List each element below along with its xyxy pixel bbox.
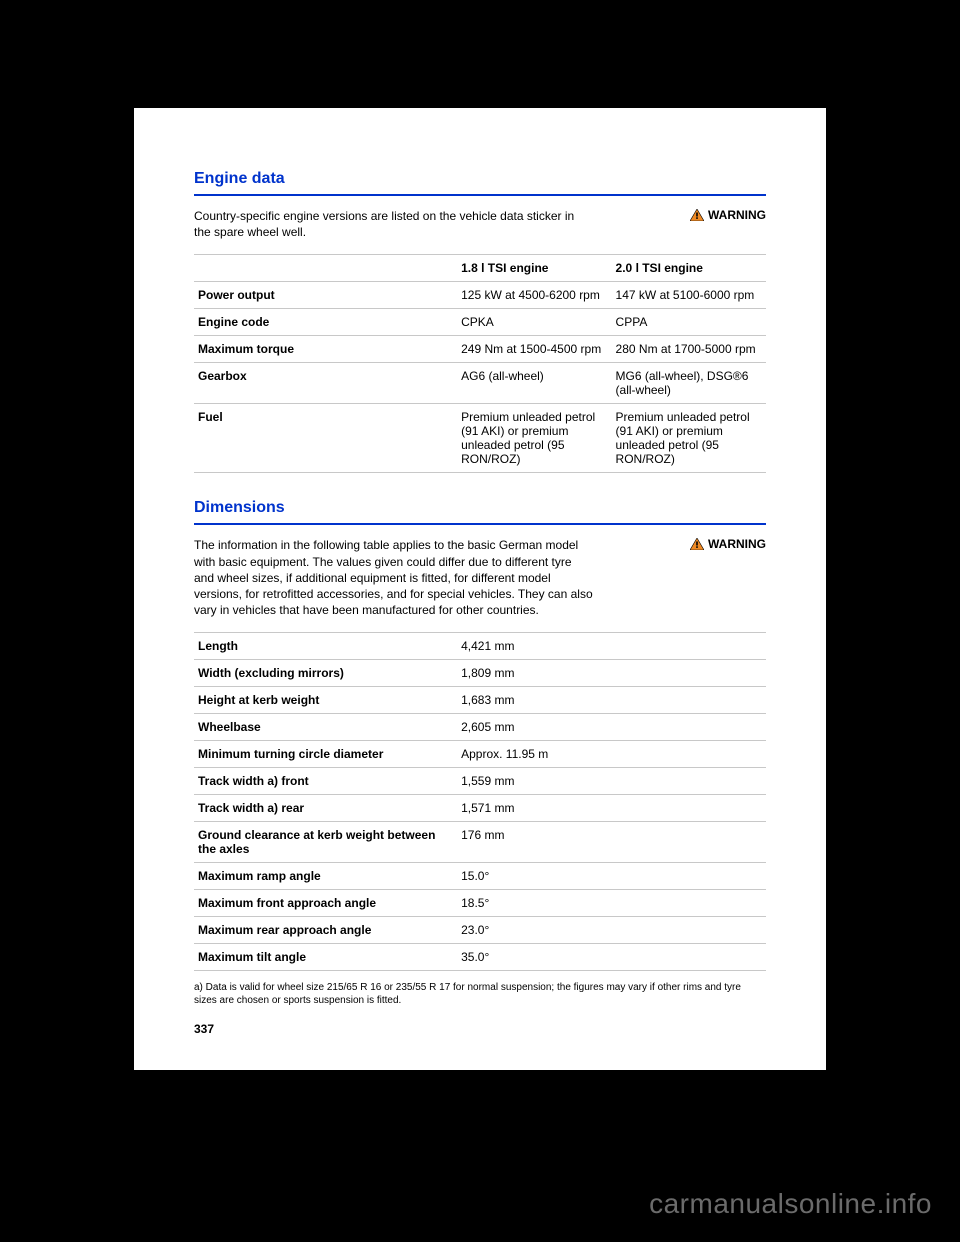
table-cell: Track width a) rear: [194, 795, 457, 822]
dimensions-table: Length4,421 mm Width (excluding mirrors)…: [194, 632, 766, 971]
section-intro-row: Country-specific engine versions are lis…: [194, 208, 766, 240]
table-cell: 15.0°: [457, 863, 766, 890]
table-cell: 1,809 mm: [457, 660, 766, 687]
table-cell: 176 mm: [457, 822, 766, 863]
table-cell: Fuel: [194, 404, 457, 473]
table-cell: Approx. 11.95 m: [457, 741, 766, 768]
table-row: Maximum ramp angle15.0°: [194, 863, 766, 890]
section-intro-text: Country-specific engine versions are lis…: [194, 208, 594, 240]
table-cell: Engine code: [194, 309, 457, 336]
warning-icon: [690, 209, 704, 221]
engine-data-table: 1.8 l TSI engine 2.0 l TSI engine Power …: [194, 254, 766, 473]
table-cell: [194, 255, 457, 282]
table-cell: Track width a) front: [194, 768, 457, 795]
table-header-row: 1.8 l TSI engine 2.0 l TSI engine: [194, 255, 766, 282]
table-cell: 280 Nm at 1700-5000 rpm: [612, 336, 766, 363]
table-cell: 1,559 mm: [457, 768, 766, 795]
warning-label: WARNING: [708, 208, 766, 222]
table-row: Wheelbase2,605 mm: [194, 714, 766, 741]
section-intro-row: The information in the following table a…: [194, 537, 766, 618]
section-engine-data: Engine data Country-specific engine vers…: [194, 170, 766, 473]
warning-badge: WARNING: [690, 208, 766, 222]
table-cell: Maximum front approach angle: [194, 890, 457, 917]
table-cell: Wheelbase: [194, 714, 457, 741]
page-content: Engine data Country-specific engine vers…: [194, 170, 766, 1033]
table-row: Fuel Premium unleaded petrol (91 AKI) or…: [194, 404, 766, 473]
section-heading: Engine data: [194, 170, 766, 196]
table-cell: 4,421 mm: [457, 633, 766, 660]
table-row: Maximum rear approach angle23.0°: [194, 917, 766, 944]
table-cell: Width (excluding mirrors): [194, 660, 457, 687]
table-cell: 125 kW at 4500-6200 rpm: [457, 282, 611, 309]
table-cell: Maximum ramp angle: [194, 863, 457, 890]
table-cell: Length: [194, 633, 457, 660]
table-row: Width (excluding mirrors)1,809 mm: [194, 660, 766, 687]
table-row: Track width a) front1,559 mm: [194, 768, 766, 795]
table-row: Power output 125 kW at 4500-6200 rpm 147…: [194, 282, 766, 309]
table-row: Maximum torque 249 Nm at 1500-4500 rpm 2…: [194, 336, 766, 363]
warning-label: WARNING: [708, 537, 766, 551]
table-cell: CPPA: [612, 309, 766, 336]
table-cell: 2,605 mm: [457, 714, 766, 741]
table-footnote: a) Data is valid for wheel size 215/65 R…: [194, 981, 766, 1007]
section-dimensions: Dimensions The information in the follow…: [194, 499, 766, 1007]
table-cell: Maximum rear approach angle: [194, 917, 457, 944]
section-intro-text: The information in the following table a…: [194, 537, 594, 618]
table-cell: Gearbox: [194, 363, 457, 404]
table-cell: Power output: [194, 282, 457, 309]
table-cell: 35.0°: [457, 944, 766, 971]
table-cell: Premium unleaded petrol (91 AKI) or prem…: [612, 404, 766, 473]
table-cell: Maximum torque: [194, 336, 457, 363]
table-row: Height at kerb weight1,683 mm: [194, 687, 766, 714]
table-cell: 147 kW at 5100-6000 rpm: [612, 282, 766, 309]
section-heading: Dimensions: [194, 499, 766, 525]
table-cell: 18.5°: [457, 890, 766, 917]
table-cell: 1,571 mm: [457, 795, 766, 822]
table-cell: 1.8 l TSI engine: [457, 255, 611, 282]
table-cell: CPKA: [457, 309, 611, 336]
table-cell: 1,683 mm: [457, 687, 766, 714]
table-row: Track width a) rear1,571 mm: [194, 795, 766, 822]
table-row: Length4,421 mm: [194, 633, 766, 660]
table-cell: 249 Nm at 1500-4500 rpm: [457, 336, 611, 363]
table-cell: AG6 (all-wheel): [457, 363, 611, 404]
table-row: Engine code CPKA CPPA: [194, 309, 766, 336]
table-cell: Height at kerb weight: [194, 687, 457, 714]
table-cell: Minimum turning circle diameter: [194, 741, 457, 768]
page-number: 337: [194, 1022, 214, 1036]
table-row: Ground clearance at kerb weight between …: [194, 822, 766, 863]
table-row: Minimum turning circle diameterApprox. 1…: [194, 741, 766, 768]
table-row: Gearbox AG6 (all-wheel) MG6 (all-wheel),…: [194, 363, 766, 404]
table-row: Maximum tilt angle35.0°: [194, 944, 766, 971]
table-cell: 23.0°: [457, 917, 766, 944]
table-row: Maximum front approach angle18.5°: [194, 890, 766, 917]
table-cell: Maximum tilt angle: [194, 944, 457, 971]
table-cell: 2.0 l TSI engine: [612, 255, 766, 282]
document-page: Engine data Country-specific engine vers…: [134, 108, 826, 1070]
watermark-text: carmanualsonline.info: [649, 1188, 932, 1220]
table-cell: Ground clearance at kerb weight between …: [194, 822, 457, 863]
table-cell: MG6 (all-wheel), DSG®6 (all-wheel): [612, 363, 766, 404]
warning-badge: WARNING: [690, 537, 766, 551]
warning-icon: [690, 538, 704, 550]
table-cell: Premium unleaded petrol (91 AKI) or prem…: [457, 404, 611, 473]
